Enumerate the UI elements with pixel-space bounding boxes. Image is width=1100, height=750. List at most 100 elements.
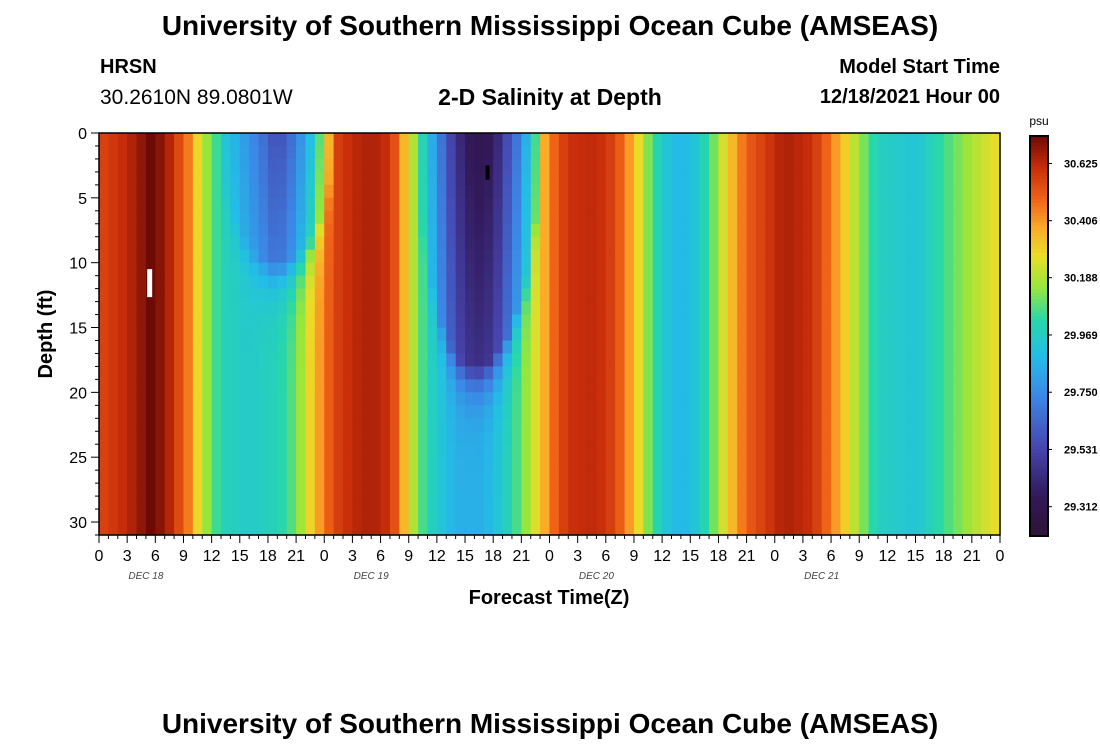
heatmap-cell bbox=[258, 236, 269, 251]
heatmap-cell bbox=[549, 210, 560, 225]
heatmap-cell bbox=[305, 145, 316, 160]
heatmap-cell bbox=[652, 236, 663, 251]
heatmap-cell bbox=[624, 301, 635, 316]
heatmap-cell bbox=[549, 249, 560, 264]
heatmap-cell bbox=[277, 353, 288, 368]
heatmap-cell bbox=[718, 444, 729, 458]
heatmap-cell bbox=[915, 133, 926, 147]
heatmap-cell bbox=[718, 184, 729, 199]
heatmap-cell bbox=[943, 288, 954, 303]
heatmap-cell bbox=[155, 171, 166, 186]
heatmap-cell bbox=[615, 444, 626, 458]
heatmap-cell bbox=[427, 522, 438, 536]
heatmap-cell bbox=[408, 483, 419, 497]
heatmap-cell bbox=[267, 496, 278, 510]
heatmap-cell bbox=[511, 483, 522, 497]
heatmap-cell bbox=[774, 314, 785, 329]
heatmap-cell bbox=[502, 197, 513, 212]
heatmap-cell bbox=[746, 236, 757, 251]
heatmap-cell bbox=[990, 236, 1001, 251]
heatmap-cell bbox=[436, 522, 447, 536]
heatmap-cell bbox=[633, 314, 644, 329]
heatmap-cell bbox=[802, 145, 813, 160]
heatmap-cell bbox=[418, 171, 429, 186]
heatmap-cell bbox=[399, 340, 410, 355]
heatmap-cell bbox=[934, 249, 945, 264]
heatmap-cell bbox=[108, 158, 119, 173]
heatmap-cell bbox=[699, 288, 710, 303]
heatmap-cell bbox=[624, 262, 635, 277]
heatmap-cell bbox=[540, 496, 551, 510]
heatmap-cell bbox=[671, 457, 682, 471]
heatmap-cell bbox=[971, 288, 982, 303]
heatmap-cell bbox=[802, 340, 813, 355]
heatmap-cell bbox=[953, 210, 964, 225]
heatmap-cell bbox=[849, 470, 860, 484]
heatmap-cell bbox=[436, 184, 447, 199]
heatmap-cell bbox=[155, 522, 166, 536]
heatmap-cell bbox=[605, 457, 616, 471]
heatmap-cell bbox=[465, 158, 476, 173]
heatmap-cell bbox=[746, 509, 757, 523]
heatmap-cell bbox=[99, 470, 109, 484]
heatmap-cell bbox=[267, 509, 278, 523]
heatmap-cell bbox=[849, 262, 860, 277]
heatmap-cell bbox=[765, 262, 776, 277]
heatmap-cell bbox=[981, 145, 992, 160]
heatmap-cell bbox=[333, 314, 344, 329]
heatmap-cell bbox=[296, 314, 307, 329]
heatmap-cell bbox=[755, 366, 766, 380]
heatmap-cell bbox=[990, 158, 1001, 173]
heatmap-cell bbox=[164, 314, 175, 329]
heatmap-cell bbox=[868, 171, 879, 186]
heatmap-cell bbox=[389, 184, 400, 199]
heatmap-cell bbox=[99, 418, 109, 432]
heatmap-cell bbox=[230, 145, 241, 160]
heatmap-cell bbox=[192, 431, 203, 445]
heatmap-cell bbox=[671, 496, 682, 510]
heatmap-cell bbox=[971, 210, 982, 225]
heatmap-cell bbox=[324, 444, 335, 458]
heatmap-cell bbox=[765, 392, 776, 406]
heatmap-cell bbox=[558, 483, 569, 497]
heatmap-cell bbox=[896, 496, 907, 510]
heatmap-cell bbox=[953, 457, 964, 471]
heatmap-cell bbox=[924, 509, 935, 523]
heatmap-cell bbox=[765, 236, 776, 251]
heatmap-cell bbox=[577, 145, 588, 160]
heatmap-cell bbox=[174, 197, 185, 212]
heatmap-cell bbox=[680, 392, 691, 406]
heatmap-cell bbox=[380, 171, 391, 186]
x-tick-label: 3 bbox=[798, 548, 807, 565]
heatmap-cell bbox=[361, 353, 372, 368]
heatmap-cell bbox=[915, 392, 926, 406]
heatmap-cell bbox=[399, 145, 410, 160]
heatmap-cell bbox=[643, 379, 654, 393]
heatmap-cell bbox=[802, 197, 813, 212]
heatmap-cell bbox=[981, 249, 992, 264]
heatmap-cell bbox=[418, 236, 429, 251]
heatmap-cell bbox=[446, 301, 457, 316]
heatmap-cell bbox=[399, 288, 410, 303]
heatmap-cell bbox=[324, 392, 335, 406]
heatmap-cell bbox=[136, 496, 147, 510]
heatmap-cell bbox=[239, 444, 250, 458]
heatmap-cell bbox=[896, 483, 907, 497]
heatmap-cell bbox=[436, 496, 447, 510]
heatmap-cell bbox=[887, 470, 898, 484]
heatmap-cell bbox=[474, 158, 485, 173]
heatmap-cell bbox=[249, 223, 260, 238]
heatmap-cell bbox=[990, 210, 1001, 225]
heatmap-cell bbox=[755, 353, 766, 368]
heatmap-cell bbox=[305, 133, 316, 147]
heatmap-cell bbox=[587, 418, 598, 432]
heatmap-cell bbox=[662, 197, 673, 212]
heatmap-cell bbox=[906, 457, 917, 471]
heatmap-cell bbox=[615, 249, 626, 264]
heatmap-cell bbox=[314, 184, 325, 199]
heatmap-cell bbox=[127, 197, 138, 212]
heatmap-cell bbox=[202, 418, 213, 432]
heatmap-cell bbox=[812, 392, 823, 406]
heatmap-cell bbox=[202, 392, 213, 406]
heatmap-cell bbox=[859, 133, 870, 147]
